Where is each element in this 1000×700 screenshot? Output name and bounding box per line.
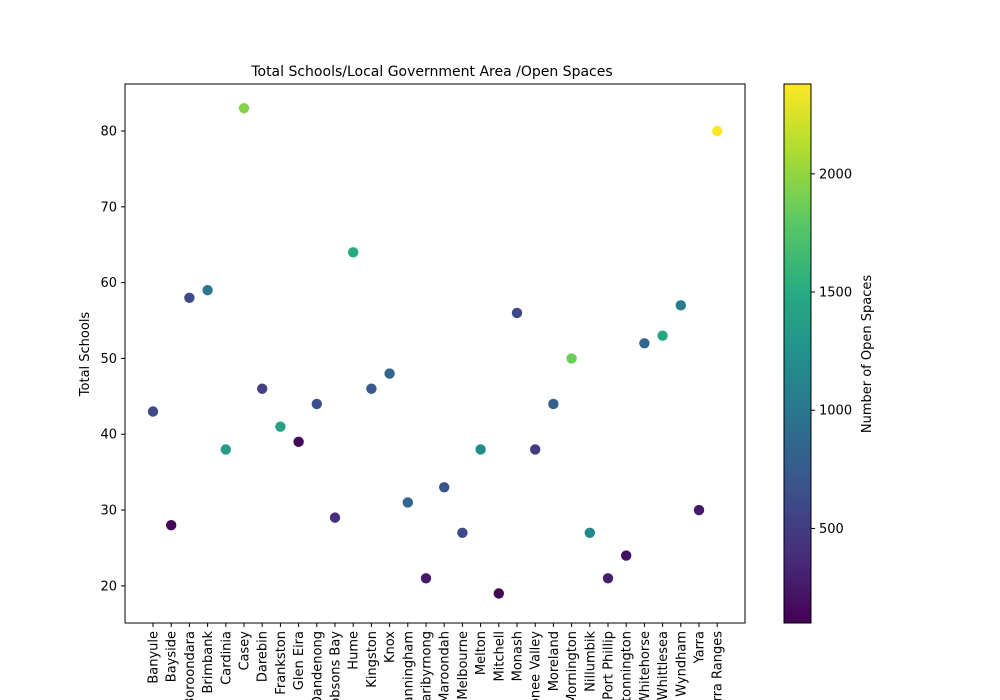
data-point [548, 398, 559, 410]
x-tick-label: Knox [383, 631, 398, 663]
x-tick-label: Melbourne [456, 631, 471, 700]
colorbar-label: Number of Open Spaces [860, 275, 875, 433]
data-point [675, 300, 686, 311]
data-point [147, 406, 159, 417]
x-tick-label: Brimbank [201, 631, 216, 694]
x-tick-label: Glen Eira [292, 631, 307, 690]
data-point [257, 383, 268, 394]
colorbar-tick-label: 1000 [819, 404, 852, 419]
data-point [530, 444, 541, 455]
x-tick-label: Moreland [547, 631, 562, 691]
x-tick-label: Casey [238, 631, 253, 671]
data-point [621, 550, 632, 561]
data-point [402, 497, 413, 508]
data-point [220, 444, 231, 455]
x-tick-label: Yarra Ranges [711, 631, 726, 700]
data-point [202, 284, 213, 296]
x-tick-label: Moonee Valley [529, 631, 544, 700]
y-tick-label: 40 [100, 428, 117, 443]
x-tick-label: Wyndham [674, 631, 689, 697]
data-point [366, 383, 377, 394]
data-point [584, 527, 595, 538]
x-tick-label: Yarra [693, 631, 708, 665]
data-point [293, 436, 304, 448]
data-point [275, 421, 286, 432]
data-point [420, 573, 432, 584]
colorbar-tick-label: 1500 [819, 286, 852, 301]
colorbar-tick-label: 500 [819, 522, 844, 537]
x-tick-label: Port Phillip [602, 631, 617, 700]
x-tick-label: Mitchell [492, 631, 507, 682]
y-tick-label: 20 [100, 579, 117, 594]
x-tick-label: Boroondara [183, 631, 198, 700]
chart-title: Total Schools/Local Government Area /Ope… [250, 64, 612, 80]
plot-area [124, 83, 746, 624]
data-point [384, 368, 395, 379]
data-point [238, 103, 250, 114]
data-point [511, 307, 523, 319]
data-point [639, 338, 650, 349]
x-tick-label: Stonnington [620, 631, 635, 700]
x-tick-label: Hume [347, 631, 362, 670]
x-tick-label: Bayside [165, 631, 180, 682]
x-tick-label: Frankston [274, 631, 289, 695]
y-tick-label: 50 [100, 352, 117, 367]
x-tick-label: Manningham [401, 631, 416, 700]
x-tick-label: Melton [474, 631, 489, 675]
x-tick-label: Banyule [147, 631, 162, 684]
data-point [657, 330, 668, 341]
x-tick-label: Monash [511, 631, 526, 681]
data-point [693, 504, 705, 516]
data-point [493, 588, 504, 599]
x-tick-label: Hobsons Bay [329, 631, 344, 700]
data-point [712, 125, 723, 137]
data-point [602, 573, 614, 584]
colorbar [783, 83, 812, 624]
y-tick-label: 60 [100, 276, 117, 291]
y-tick-label: 30 [100, 504, 117, 519]
x-tick-label: Whitehorse [638, 631, 653, 700]
data-points [147, 103, 723, 599]
data-point [439, 482, 450, 493]
x-tick-label: Darebin [256, 631, 271, 682]
y-axis: 20 30 40 50 60 70 80 [100, 125, 125, 594]
data-point [329, 512, 341, 523]
x-tick-label: Cardinia [219, 631, 234, 685]
y-tick-label: 70 [100, 200, 117, 215]
data-point [311, 398, 322, 410]
data-point [566, 353, 577, 364]
data-point [457, 527, 468, 538]
x-tick-label: Kingston [365, 631, 380, 688]
y-tick-label: 80 [100, 125, 117, 140]
x-tick-label: Maribyrnong [420, 631, 435, 700]
x-tick-label: Nillumbik [583, 631, 598, 692]
x-tick-label: Mornington [565, 631, 580, 700]
colorbar-ticks: 500 1000 1500 2000 [811, 167, 852, 537]
y-axis-label: Total Schools [78, 312, 93, 398]
data-point [184, 292, 195, 303]
data-point [475, 444, 486, 455]
data-point [348, 247, 359, 258]
colorbar-tick-label: 2000 [819, 167, 852, 182]
x-tick-label: Dandenong [310, 631, 325, 700]
x-axis: Banyule Bayside Boroondara Brimbank Cardinia… [147, 623, 726, 700]
x-tick-label: Maroondah [438, 631, 453, 700]
x-tick-label: Whittlesea [656, 631, 671, 700]
data-point [166, 520, 177, 531]
